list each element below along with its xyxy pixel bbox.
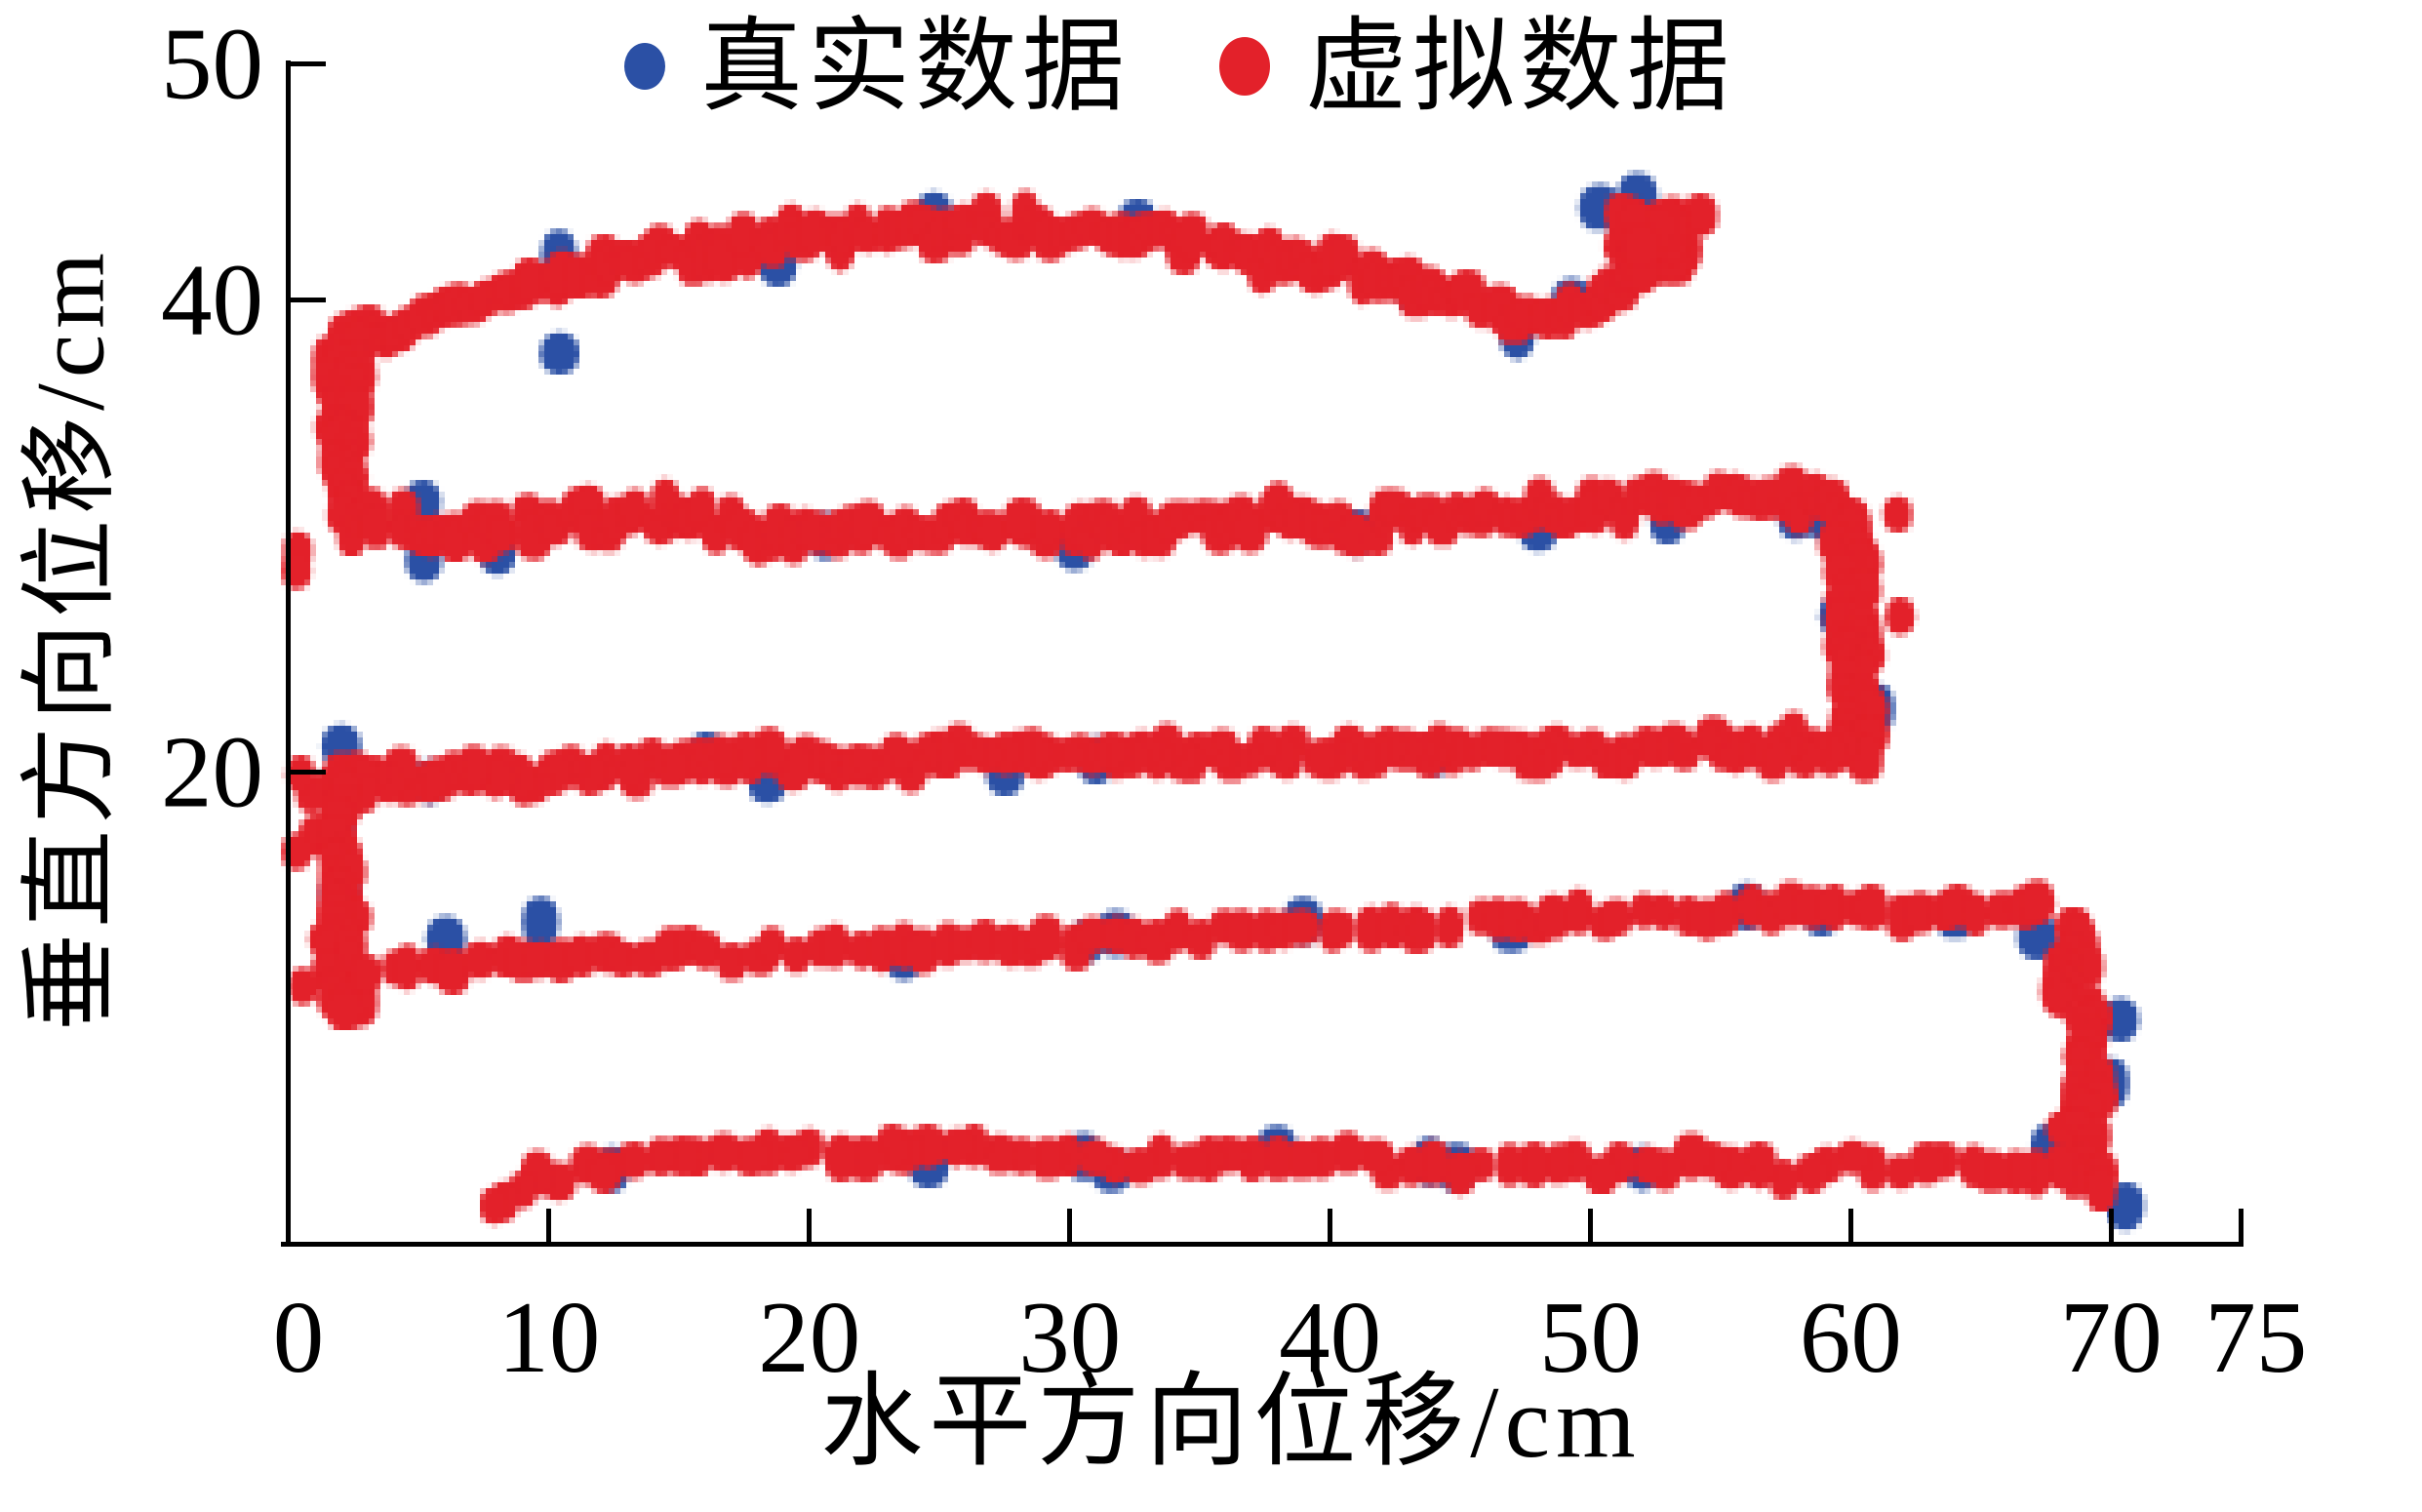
x-tick-label-75: 75 [2204, 1280, 2308, 1394]
y-tick-label-40: 40 [161, 242, 263, 357]
x-tick-75 [2239, 1209, 2244, 1244]
x-tick-30 [1067, 1209, 1073, 1244]
x-tick-50 [1588, 1209, 1593, 1244]
x-tick-label-10: 10 [497, 1280, 601, 1394]
legend-marker-virtual-icon [1219, 37, 1271, 96]
x-tick-60 [1847, 1209, 1853, 1244]
y-tick-label-50: 50 [161, 6, 263, 121]
legend-marker-real-icon [624, 42, 665, 91]
x-tick-10 [546, 1209, 552, 1244]
legend-label-virtual: 虚拟数据 [1305, 9, 1735, 124]
x-tick-label-0: 0 [272, 1280, 325, 1394]
x-tick-label-70: 70 [2059, 1280, 2163, 1394]
y-tick-20 [291, 769, 326, 775]
legend-item-real: 真实数据 [624, 16, 1130, 118]
x-tick-label-20: 20 [758, 1280, 861, 1394]
x-tick-40 [1328, 1209, 1333, 1244]
legend-item-virtual: 虚拟数据 [1219, 16, 1734, 118]
y-tick-50 [291, 60, 326, 66]
x-tick-70 [2108, 1209, 2114, 1244]
legend-label-real: 真实数据 [700, 9, 1131, 124]
y-tick-label-20: 20 [161, 714, 263, 829]
x-tick-label-60: 60 [1799, 1280, 1902, 1394]
legend: 真实数据 虚拟数据 [624, 8, 1734, 125]
y-tick-40 [291, 297, 326, 302]
x-tick-20 [807, 1209, 813, 1244]
y-axis-line [286, 60, 291, 1247]
x-tick-label-40: 40 [1279, 1280, 1382, 1394]
x-axis-title: 水平方向位移/cm [820, 1365, 1642, 1479]
x-axis-line [281, 1242, 2243, 1247]
x-tick-label-50: 50 [1539, 1280, 1642, 1394]
x-tick-label-30: 30 [1018, 1280, 1122, 1394]
y-axis-title: 垂直方向位移/cm [16, 247, 125, 1031]
